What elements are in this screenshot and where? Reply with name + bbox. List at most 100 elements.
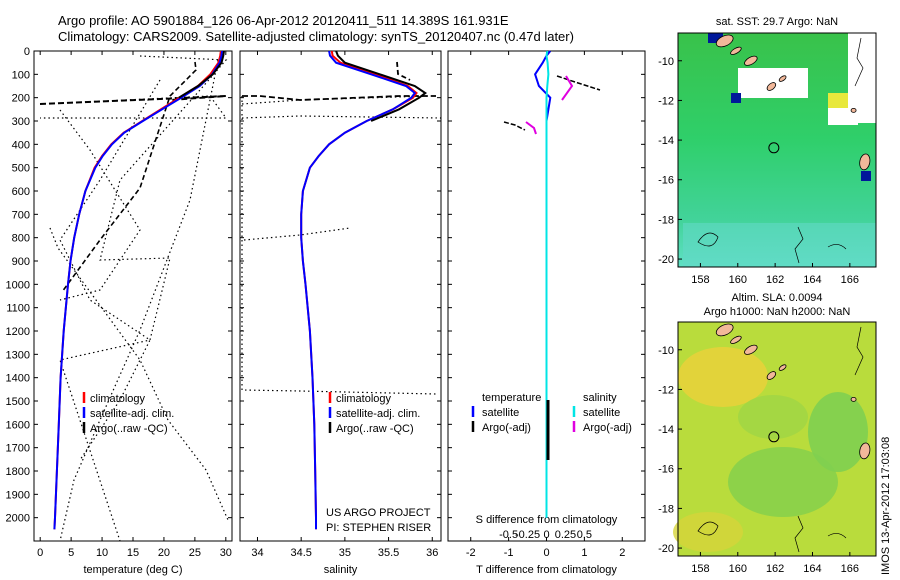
temp-xtick-label: 10	[96, 547, 108, 559]
sla-map-xtick-label: 164	[803, 563, 821, 575]
sla-map-title-line2: Argo h1000: NaN h2000: NaN	[704, 306, 851, 318]
temp-ytick-label: 1200	[6, 326, 30, 338]
salinity-series-line	[335, 50, 428, 122]
pi-annotation: PI: STEPHEN RISER	[326, 522, 431, 534]
temp-xtick-label: 30	[220, 547, 232, 559]
sst-cold-patch	[861, 171, 871, 181]
temp-range-line	[59, 55, 228, 542]
island-landmass	[778, 364, 787, 371]
island-landmass	[766, 82, 777, 91]
depth-contour	[697, 232, 719, 247]
island-landmass	[730, 46, 742, 55]
sst-map-ytick-label: -10	[658, 56, 674, 68]
temp-ytick-label: 600	[12, 186, 30, 198]
island-landmass	[715, 34, 734, 48]
diff-s-tick-label: 0	[543, 529, 549, 541]
sla-map-xtick-label: 162	[766, 563, 784, 575]
diff-xtick-label: 0	[543, 547, 549, 559]
diff-s-tick-label: 0.25	[555, 529, 576, 541]
depth-contour	[854, 326, 864, 376]
temp-xtick-label: 0	[37, 547, 43, 559]
sla-map-frame	[677, 321, 877, 557]
sla-map-ytick-label: -16	[658, 464, 674, 476]
sal-xtick-label: 34.5	[290, 547, 311, 559]
diff-s-tick-label: -0.5	[499, 529, 518, 541]
temp-ytick-label: 1300	[6, 349, 30, 361]
diff-xtick-label: -2	[466, 547, 476, 559]
diff-t-argo-line	[556, 75, 601, 91]
temp-xtick-label: 5	[68, 547, 74, 559]
sst-map-xtick-label: 162	[766, 274, 784, 286]
difference-t-xlabel: T difference from climatology	[476, 564, 617, 576]
island-landmass	[744, 344, 758, 355]
sla-map-ytick-label: -10	[658, 345, 674, 357]
sst-map-xtick-label: 166	[841, 274, 859, 286]
temp-xtick-label: 20	[158, 547, 170, 559]
diff-legend-label: satellite	[482, 407, 519, 419]
sla-mid	[738, 395, 808, 439]
sst-map-frame	[677, 32, 877, 268]
sst-map-xtick-label: 160	[729, 274, 747, 286]
sla-map-ytick-label: -14	[658, 424, 674, 436]
diff-s-satellite-line	[545, 50, 550, 518]
island-landmass	[730, 335, 742, 344]
sla-map-ytick-label: -20	[658, 543, 674, 555]
diff-xtick-label: 1	[581, 547, 587, 559]
depth-contour	[827, 533, 847, 539]
salinity-series-line	[300, 50, 417, 530]
temp-ytick-label: 400	[12, 139, 30, 151]
sla-high	[673, 512, 743, 552]
temp-range-line	[49, 227, 229, 521]
temp-ytick-label: 200	[12, 93, 30, 105]
sal-legend-label: Argo(..raw -QC)	[336, 423, 414, 435]
temp-ytick-label: 2000	[6, 513, 30, 525]
island-landmass	[859, 442, 871, 460]
temp-legend-label: satellite-adj. clim.	[90, 408, 174, 420]
sal-xtick-label: 34	[251, 547, 263, 559]
island-landmass	[850, 396, 857, 402]
sla-map-ytick-label: -18	[658, 503, 674, 515]
sst-map-ytick-label: -16	[658, 175, 674, 187]
temp-xtick-label: 15	[127, 547, 139, 559]
diff-s-tick-label: -0.25	[515, 529, 540, 541]
sla-map-title-line1: Altim. SLA: 0.0094	[731, 292, 822, 304]
sst-map-ytick-label: -18	[658, 214, 674, 226]
sst-map-ytick-label: -14	[658, 135, 674, 147]
sst-warm-patch	[828, 93, 848, 108]
island-landmass	[744, 55, 758, 66]
temp-ytick-label: 1100	[6, 303, 30, 315]
depth-contour	[697, 521, 719, 536]
temperature-series-line	[178, 50, 225, 99]
temp-ytick-label: 1900	[6, 489, 30, 501]
temp-ytick-label: 100	[12, 69, 30, 81]
sla-map-ytick-label: -12	[658, 384, 674, 396]
salinity-xlabel: salinity	[324, 564, 358, 576]
temp-legend-label: Argo(..raw -QC)	[90, 423, 168, 435]
sal-range-line	[243, 227, 351, 241]
sla-map-xtick-label: 158	[691, 563, 709, 575]
sst-map-ytick-label: -20	[658, 254, 674, 266]
difference-s-xlabel: S difference from climatology	[476, 514, 618, 526]
sal-xtick-label: 36	[426, 547, 438, 559]
sst-cold-patch	[731, 93, 741, 103]
diff-s-tick-label: 0.5	[577, 529, 592, 541]
temp-xtick-label: 25	[189, 547, 201, 559]
sla-low	[808, 392, 868, 472]
diff-t-argo-line	[503, 121, 526, 131]
float-position-marker	[768, 142, 780, 154]
temp-ytick-label: 1500	[6, 396, 30, 408]
argo-qc-dashed-line	[61, 61, 197, 293]
temp-ytick-label: 700	[12, 209, 30, 221]
temp-ytick-label: 800	[12, 233, 30, 245]
figure-title-line2: Climatology: CARS2009. Satellite-adjuste…	[58, 29, 574, 44]
sla-map-xtick-label: 160	[729, 563, 747, 575]
depth-contour	[854, 37, 864, 87]
sal-xtick-label: 35	[339, 547, 351, 559]
depth-contour	[827, 244, 847, 250]
diff-legend-label: satellite	[583, 407, 620, 419]
island-landmass	[778, 75, 787, 82]
diff-legend-title-s: salinity	[583, 392, 617, 404]
sla-low	[728, 447, 838, 517]
island-landmass	[766, 371, 777, 380]
